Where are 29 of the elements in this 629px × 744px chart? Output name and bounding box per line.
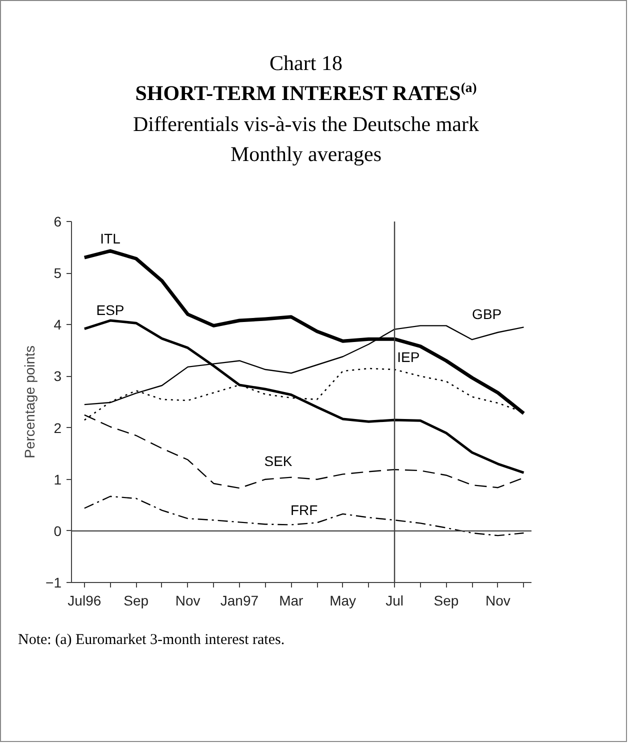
y-tick-label: 1 [54, 471, 62, 488]
x-tick-label: Nov [175, 592, 200, 608]
line-series [84, 496, 524, 536]
y-tick-label: 0 [54, 522, 62, 539]
x-tick-label: Jan97 [220, 592, 259, 608]
y-axis-title: Percentage points [22, 346, 38, 458]
x-tick-label: Sep [434, 592, 459, 608]
series-label: ESP [96, 302, 124, 318]
y-tick-label: 6 [54, 214, 62, 230]
chart-subtitle: Differentials vis-à-vis the Deutsche mark Monthly averages [133, 110, 479, 168]
x-tick-label: May [330, 592, 356, 608]
series-label: SEK [264, 453, 293, 470]
text: Note: (a) Euromarket 3-month interest rates. [18, 631, 285, 650]
y-tick-label: 3 [54, 368, 62, 384]
y-tick-label: −1 [46, 574, 62, 590]
x-tick-label: Mar [279, 592, 304, 608]
x-tick-label: Nov [485, 592, 510, 608]
x-tick-label: Sep [124, 592, 149, 608]
y-tick-label: 5 [54, 265, 62, 282]
series-label: GBP [472, 306, 502, 322]
x-tick-label: Jul96 [68, 592, 102, 608]
y-tick-label: 4 [54, 316, 62, 333]
x-tick-label: Jul [386, 592, 404, 608]
line-series [83, 319, 525, 474]
chart-title: Chart 18 SHORT-TERM INTEREST RATES$^{(a)}$ [134, 50, 478, 108]
series-label: ITL [100, 230, 121, 246]
series-label: FRF [290, 502, 318, 518]
y-tick-label: 2 [54, 420, 62, 436]
series-label: IEP [397, 348, 420, 365]
